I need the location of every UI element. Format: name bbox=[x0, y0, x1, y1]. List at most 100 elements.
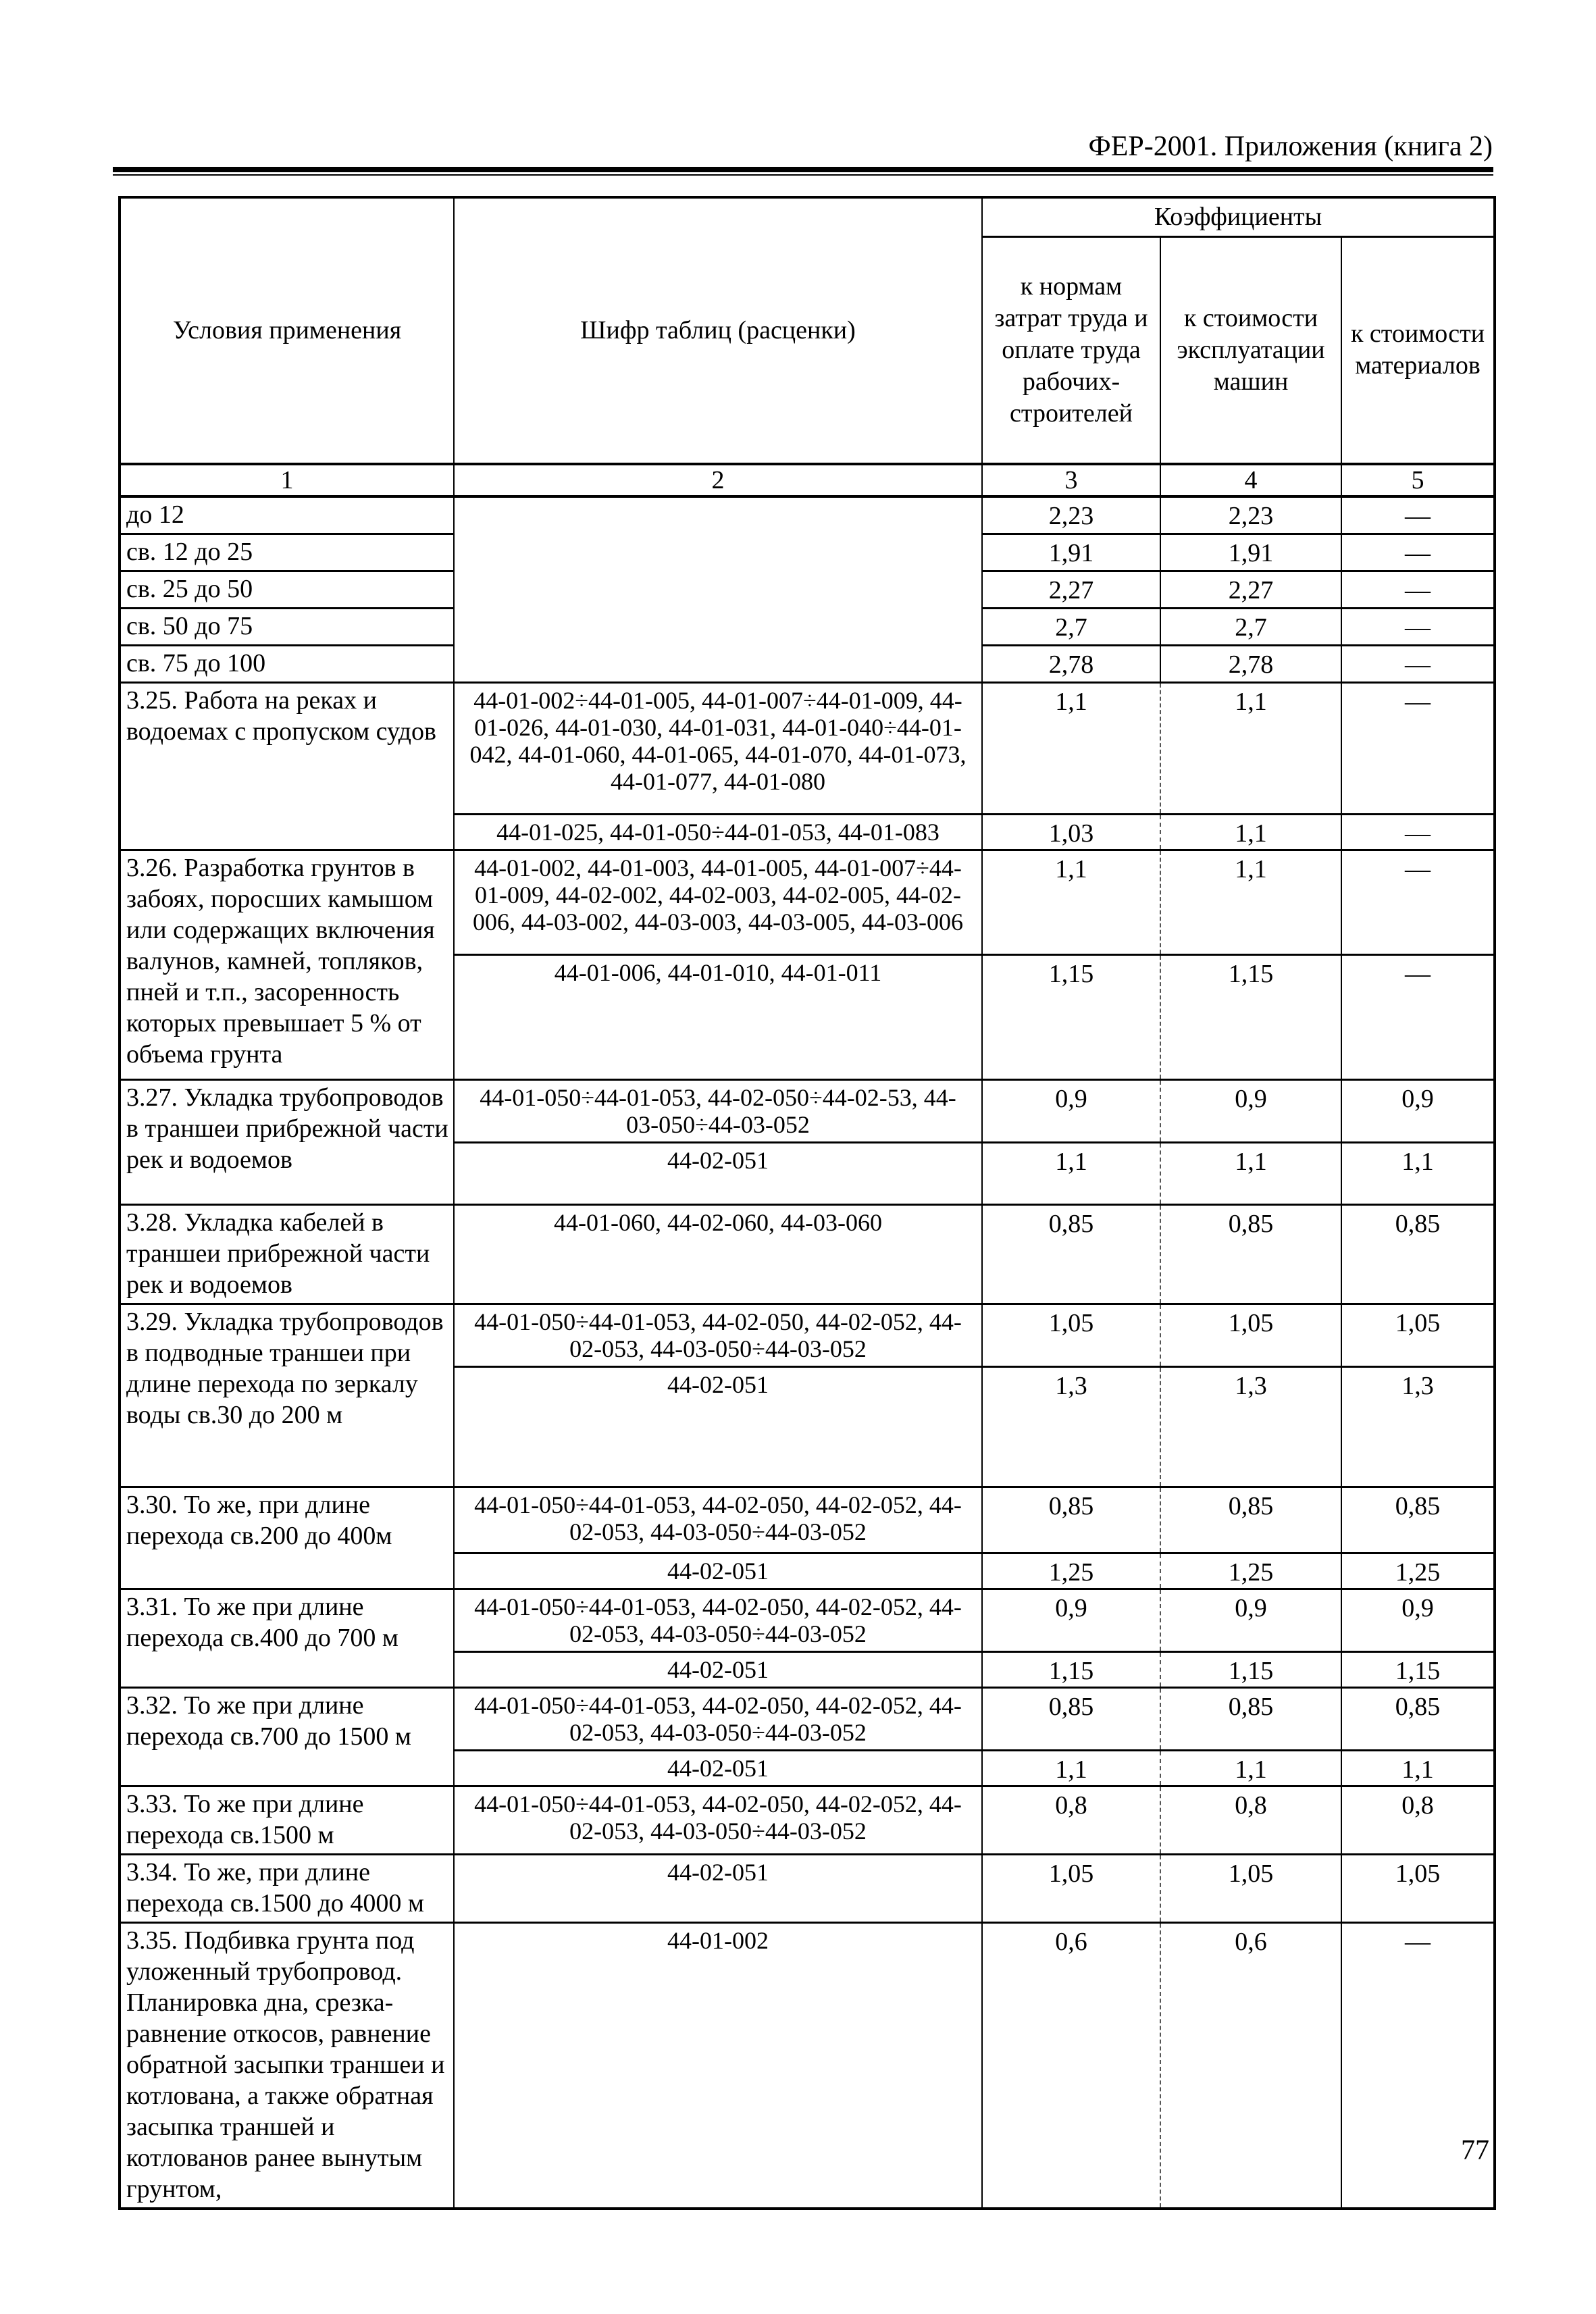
materials-coefficient-cell: 1,3 bbox=[1340, 1365, 1496, 1488]
cipher-cell: 44-01-050÷44-01-053, 44-02-050, 44-02-05… bbox=[453, 1587, 983, 1653]
cipher-cell: 44-02-051 bbox=[453, 1141, 983, 1206]
materials-coefficient-cell: 1,1 bbox=[1340, 1141, 1496, 1206]
cipher-cell bbox=[453, 495, 983, 684]
materials-coefficient-cell: 0,85 bbox=[1340, 1203, 1496, 1305]
labor-coefficient-cell: 2,23 bbox=[981, 495, 1161, 535]
table-row: св. 75 до 100 2,78 2,78— bbox=[119, 644, 1496, 684]
condition-cell: до 12 bbox=[119, 495, 455, 535]
condition-cell: св. 12 до 25 bbox=[119, 532, 455, 572]
labor-coefficient-cell: 1,1 bbox=[981, 1141, 1161, 1206]
table-row: 44-02-051 1,25 1,25 1,25 bbox=[120, 1551, 1496, 1590]
header-conditions: Условия применения bbox=[119, 196, 455, 465]
labor-coefficient-cell: 0,9 bbox=[981, 1587, 1161, 1653]
materials-coefficient-cell: — bbox=[1340, 813, 1496, 851]
condition-cell: 3.34. То же, при длине перехода св.1500 … bbox=[119, 1853, 455, 1924]
condition-cell: св. 50 до 75 bbox=[119, 607, 455, 646]
header-rule bbox=[113, 167, 1493, 176]
cipher-cell: 44-02-051 bbox=[453, 1551, 983, 1590]
labor-coefficient-cell: 2,27 bbox=[981, 569, 1161, 609]
table-row: 3.32. То же при длине перехода св.700 до… bbox=[119, 1686, 1496, 1787]
machines-coefficient-cell: 1,1 bbox=[1160, 1749, 1342, 1787]
condition-cell: 3.35. Подбивка грунта под уложенный труб… bbox=[119, 1921, 455, 2209]
condition-cell: 3.32. То же при длине перехода св.700 до… bbox=[119, 1686, 455, 1787]
machines-coefficient-cell: 0,85 bbox=[1160, 1485, 1342, 1554]
cipher-cell: 44-02-051 bbox=[453, 1650, 983, 1689]
machines-coefficient-cell: 1,1 bbox=[1160, 1141, 1342, 1206]
cipher-cell: 44-01-025, 44-01-050÷44-01-053, 44-01-08… bbox=[453, 813, 983, 851]
cipher-cell: 44-01-050÷44-01-053, 44-02-050, 44-02-05… bbox=[453, 1302, 983, 1368]
labor-coefficient-cell: 1,03 bbox=[981, 813, 1161, 851]
cipher-cell: 44-02-051 bbox=[453, 1853, 983, 1924]
table-row: 3.28. Укладка кабелей в траншеи прибрежн… bbox=[119, 1203, 1496, 1305]
page-title: ФЕР-2001. Приложения (книга 2) bbox=[1088, 131, 1493, 162]
materials-coefficient-cell: 1,25 bbox=[1340, 1551, 1496, 1590]
table-row: св. 25 до 50 2,27 2,27— bbox=[119, 569, 1496, 609]
table-row: 44-02-051 1,1 1,1 1,1 bbox=[120, 1141, 1496, 1206]
materials-coefficient-cell: 0,9 bbox=[1340, 1078, 1496, 1143]
table-row: 3.29. Укладка трубопроводов в подводные … bbox=[119, 1302, 1496, 1488]
machines-coefficient-cell: 1,05 bbox=[1160, 1302, 1342, 1368]
materials-coefficient-cell: — bbox=[1340, 681, 1496, 815]
table-row: 3.27. Укладка трубопроводов в траншеи пр… bbox=[119, 1078, 1496, 1206]
header-machines-coefficient: к стоимости эксплуатации машин bbox=[1160, 236, 1342, 465]
condition-cell: 3.26. Разработка грунтов в забоях, порос… bbox=[119, 848, 455, 1081]
table-row: 3.31. То же при длине перехода св.400 до… bbox=[119, 1587, 1496, 1689]
materials-coefficient-cell: 1,05 bbox=[1340, 1302, 1496, 1368]
cipher-cell: 44-01-002÷44-01-005, 44-01-007÷44-01-009… bbox=[453, 681, 983, 815]
table-row: 44-02-051 1,3 1,3 1,3 bbox=[120, 1365, 1496, 1488]
machines-coefficient-cell: 1,15 bbox=[1160, 1650, 1342, 1689]
machines-coefficient-cell: 1,15 bbox=[1160, 953, 1342, 1081]
materials-coefficient-cell: 0,8 bbox=[1340, 1784, 1496, 1855]
materials-coefficient-cell: 0,85 bbox=[1340, 1485, 1496, 1554]
table-row: 3.34. То же, при длине перехода св.1500 … bbox=[119, 1853, 1496, 1924]
materials-coefficient-cell: — bbox=[1340, 644, 1496, 684]
materials-coefficient-cell: — bbox=[1340, 569, 1496, 609]
table-header: Условия применения Шифр таблиц (расценки… bbox=[119, 196, 1496, 498]
condition-cell: 3.30. То же, при длине перехода св.200 д… bbox=[119, 1485, 455, 1590]
cipher-cell: 44-02-051 bbox=[453, 1749, 983, 1787]
table-row: 44-02-051 1,1 1,1 1,1 bbox=[120, 1749, 1496, 1787]
table-row: 3.26. Разработка грунтов в забоях, порос… bbox=[119, 848, 1496, 1081]
page-number: 77 bbox=[1461, 2135, 1489, 2166]
materials-coefficient-cell: 1,1 bbox=[1340, 1749, 1496, 1787]
machines-coefficient-cell: 0,85 bbox=[1160, 1686, 1342, 1751]
column-number-4: 4 bbox=[1160, 462, 1342, 498]
condition-cell: св. 25 до 50 bbox=[119, 569, 455, 609]
machines-coefficient-cell: 0,9 bbox=[1160, 1587, 1342, 1653]
cipher-cell: 44-01-006, 44-01-010, 44-01-011 bbox=[453, 953, 983, 1081]
labor-coefficient-cell: 1,15 bbox=[981, 1650, 1161, 1689]
table-row: 3.30. То же, при длине перехода св.200 д… bbox=[119, 1485, 1496, 1590]
labor-coefficient-cell: 0,8 bbox=[981, 1784, 1161, 1855]
table-row: 44-01-006, 44-01-010, 44-01-011 1,15 1,15— bbox=[120, 953, 1496, 1081]
cipher-cell: 44-01-050÷44-01-053, 44-02-050, 44-02-05… bbox=[453, 1686, 983, 1751]
labor-coefficient-cell: 2,78 bbox=[981, 644, 1161, 684]
labor-coefficient-cell: 1,3 bbox=[981, 1365, 1161, 1488]
header-row-group: Условия применения Шифр таблиц (расценки… bbox=[119, 196, 1496, 465]
header-materials-coefficient: к стоимости материалов bbox=[1340, 236, 1496, 465]
cipher-cell: 44-01-002 bbox=[453, 1921, 983, 2209]
cipher-cell: 44-01-050÷44-01-053, 44-02-050, 44-02-05… bbox=[453, 1784, 983, 1855]
machines-coefficient-cell: 2,7 bbox=[1160, 607, 1342, 646]
condition-cell: 3.33. То же при длине перехода св.1500 м bbox=[119, 1784, 455, 1855]
column-number-1: 1 bbox=[119, 462, 455, 498]
column-number-5: 5 bbox=[1340, 462, 1496, 498]
table-row: 3.25. Работа на реках и водоемах с пропу… bbox=[119, 681, 1496, 851]
machines-coefficient-cell: 1,1 bbox=[1160, 681, 1342, 815]
machines-coefficient-cell: 1,91 bbox=[1160, 532, 1342, 572]
labor-coefficient-cell: 1,05 bbox=[981, 1853, 1161, 1924]
condition-cell: 3.31. То же при длине перехода св.400 до… bbox=[119, 1587, 455, 1689]
materials-coefficient-cell: — bbox=[1340, 1921, 1496, 2209]
labor-coefficient-cell: 1,15 bbox=[981, 953, 1161, 1081]
materials-coefficient-cell: — bbox=[1340, 607, 1496, 646]
machines-coefficient-cell: 2,78 bbox=[1160, 644, 1342, 684]
condition-cell: св. 75 до 100 bbox=[119, 644, 455, 684]
materials-coefficient-cell: — bbox=[1340, 495, 1496, 535]
table-row: до 12 2,23 2,23— bbox=[119, 495, 1496, 684]
materials-coefficient-cell: — bbox=[1340, 532, 1496, 572]
labor-coefficient-cell: 1,1 bbox=[981, 681, 1161, 815]
materials-coefficient-cell: — bbox=[1340, 848, 1496, 956]
labor-coefficient-cell: 0,85 bbox=[981, 1203, 1161, 1305]
cipher-cell: 44-02-051 bbox=[453, 1365, 983, 1488]
machines-coefficient-cell: 2,23 bbox=[1160, 495, 1342, 535]
cipher-cell: 44-01-060, 44-02-060, 44-03-060 bbox=[453, 1203, 983, 1305]
